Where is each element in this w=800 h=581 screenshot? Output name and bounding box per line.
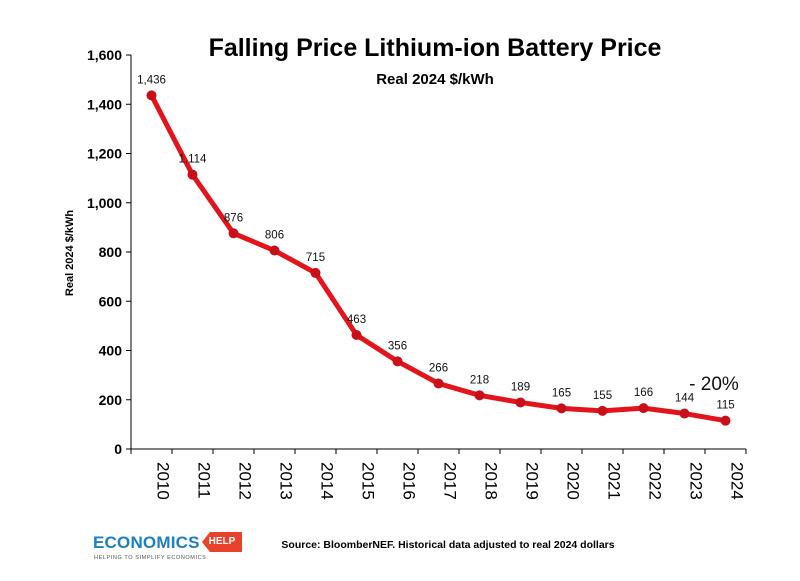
x-tick-label: 2011 bbox=[195, 462, 214, 499]
annotation-percent-change: - 20% bbox=[689, 374, 739, 395]
x-tick-label: 2016 bbox=[400, 462, 419, 500]
logo-tagline: HELPING TO SIMPLIFY ECONOMICS bbox=[94, 555, 207, 561]
logo-wordmark: ECONOMICS bbox=[93, 533, 200, 552]
data-label: 155 bbox=[593, 390, 612, 402]
series-battery-price bbox=[146, 90, 731, 426]
data-label: 715 bbox=[306, 252, 325, 264]
data-point bbox=[515, 397, 526, 408]
data-label: 165 bbox=[552, 387, 571, 399]
data-label: 266 bbox=[429, 362, 448, 374]
x-tick-label: 2019 bbox=[523, 462, 542, 500]
data-label: 218 bbox=[470, 374, 489, 386]
x-tick-label: 2018 bbox=[482, 462, 501, 500]
chart-title: Falling Price Lithium-ion Battery Price bbox=[209, 34, 662, 62]
data-point bbox=[474, 390, 485, 401]
data-point bbox=[679, 408, 690, 419]
x-tick-label: 2020 bbox=[564, 462, 583, 500]
data-point bbox=[351, 329, 362, 340]
y-tick-label: 0 bbox=[114, 441, 122, 457]
data-point bbox=[310, 267, 321, 278]
logo-tag: HELP bbox=[202, 532, 242, 552]
y-axis-label: Real 2024 $/kWh bbox=[64, 210, 76, 296]
data-point bbox=[720, 415, 731, 426]
x-tick-label: 2010 bbox=[154, 462, 173, 500]
data-labels: 1,436 1,114 876 806 715 463 356 266 218 189 165 155… bbox=[137, 74, 735, 411]
y-tick-label: 600 bbox=[99, 293, 123, 309]
data-point bbox=[269, 245, 280, 256]
y-tick-label: 1,400 bbox=[87, 96, 122, 112]
economics-help-logo: ECONOMICS HELP HELPING TO SIMPLIFY ECONO… bbox=[93, 529, 243, 565]
data-point bbox=[228, 228, 239, 239]
chart-subtitle: Real 2024 $/kWh bbox=[376, 71, 494, 88]
data-label: 806 bbox=[265, 230, 284, 242]
x-tick-label: 2017 bbox=[441, 462, 460, 500]
x-tick-label: 2021 bbox=[605, 462, 624, 500]
y-tick-label: 1,000 bbox=[87, 195, 122, 211]
x-tick-label: 2014 bbox=[318, 462, 337, 500]
data-point bbox=[556, 403, 567, 414]
y-tick-label: 200 bbox=[99, 392, 123, 408]
x-tick-label: 2013 bbox=[277, 462, 296, 500]
data-label: 1,114 bbox=[179, 154, 208, 166]
data-label: 166 bbox=[634, 387, 653, 399]
data-point bbox=[433, 378, 444, 389]
data-label: 115 bbox=[716, 400, 734, 412]
data-label: 1,436 bbox=[137, 74, 166, 86]
x-tick-label: 2023 bbox=[687, 462, 706, 500]
data-point bbox=[187, 169, 198, 180]
y-tick-label: 1,600 bbox=[87, 47, 122, 63]
data-point bbox=[392, 356, 403, 367]
data-label: 189 bbox=[511, 381, 530, 393]
x-tick-label: 2022 bbox=[646, 462, 665, 500]
data-point bbox=[597, 405, 608, 416]
data-label: 144 bbox=[675, 393, 695, 405]
x-tick-label: 2015 bbox=[359, 462, 378, 500]
x-ticks: 2010 2011 2012 2013 2014 2015 2016 2017 2018 2019… bbox=[130, 449, 747, 500]
data-point bbox=[146, 90, 157, 101]
y-tick-label: 800 bbox=[99, 244, 123, 260]
data-label: 463 bbox=[347, 314, 366, 326]
source-note: Source: BloomberNEF. Historical data adj… bbox=[281, 539, 614, 551]
x-tick-label: 2012 bbox=[236, 462, 255, 500]
y-tick-label: 400 bbox=[99, 343, 123, 359]
data-label: 356 bbox=[388, 340, 407, 352]
y-ticks: 0 200 400 600 800 1,000 1,200 1,400 1,600 bbox=[87, 47, 131, 457]
data-point bbox=[638, 403, 649, 414]
y-tick-label: 1,200 bbox=[87, 146, 122, 162]
x-tick-label: 2024 bbox=[728, 462, 747, 500]
data-label: 876 bbox=[224, 212, 243, 224]
